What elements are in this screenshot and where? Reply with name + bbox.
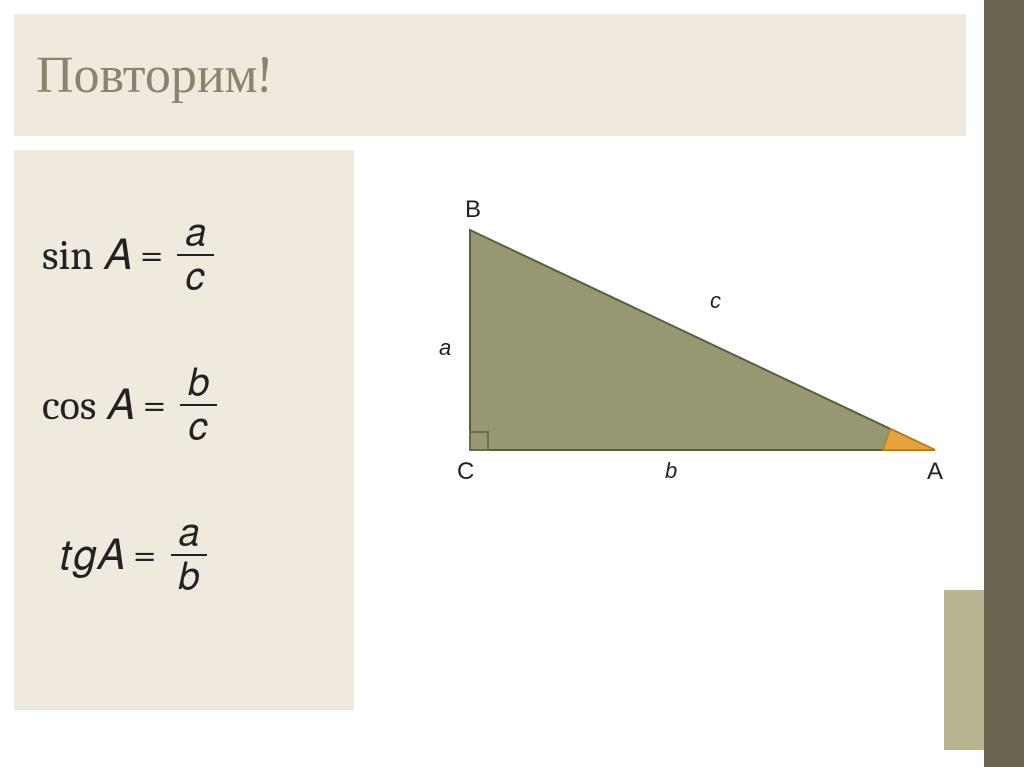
formula-sin-lhs: sin 𝐴 =	[42, 231, 163, 280]
angle-a-marker	[883, 429, 935, 450]
decor-sidebar-dark	[984, 0, 1024, 767]
title-block: Повторим!	[14, 14, 966, 136]
formula-sin: sin 𝐴 = 𝑎 𝑐	[42, 214, 334, 296]
formula-cos-num: 𝑏	[180, 364, 217, 406]
triangle-shape	[470, 230, 935, 450]
formula-tg-frac: 𝑎 𝑏	[170, 514, 207, 596]
formula-tg-num: 𝑎	[171, 514, 208, 556]
formula-cos-lhs: cos 𝐴 =	[42, 381, 166, 430]
formula-sin-den: 𝑐	[178, 256, 213, 296]
formula-box: sin 𝐴 = 𝑎 𝑐 cos 𝐴 = 𝑏 𝑐 𝑡𝑔𝐴 = 𝑎 𝑏	[14, 150, 354, 710]
vertex-b-label: B	[465, 196, 481, 224]
triangle-svg	[395, 220, 955, 540]
vertex-a-label: A	[927, 458, 943, 486]
slide-title: Повторим!	[36, 45, 272, 105]
formula-sin-frac: 𝑎 𝑐	[177, 214, 214, 296]
side-c-label: c	[710, 288, 721, 314]
side-b-label: b	[665, 458, 677, 484]
vertex-c-label: C	[457, 458, 474, 486]
formula-tg: 𝑡𝑔𝐴 = 𝑎 𝑏	[42, 514, 334, 596]
formula-tg-den: 𝑏	[170, 556, 207, 596]
side-a-label: a	[439, 335, 451, 361]
formula-cos-frac: 𝑏 𝑐	[180, 364, 217, 446]
formula-sin-num: 𝑎	[177, 214, 214, 256]
formula-tg-lhs: 𝑡𝑔𝐴 =	[60, 531, 156, 580]
formula-cos: cos 𝐴 = 𝑏 𝑐	[42, 364, 334, 446]
triangle-diagram: B C A a b c	[395, 220, 955, 540]
decor-sidebar-light	[944, 590, 984, 750]
formula-cos-den: 𝑐	[181, 406, 216, 446]
